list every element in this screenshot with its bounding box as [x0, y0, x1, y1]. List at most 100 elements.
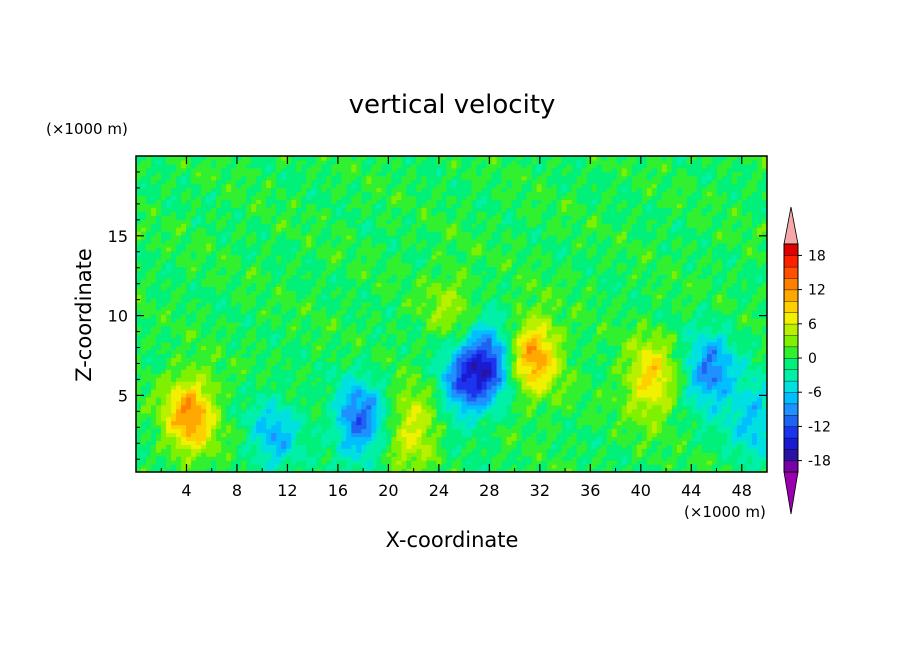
contour-cell [321, 385, 327, 390]
contour-cell [181, 369, 187, 374]
contour-cell [286, 400, 292, 406]
contour-cell [176, 325, 182, 331]
contour-cell [166, 468, 172, 472]
contour-cell [191, 420, 197, 426]
contour-cell [291, 298, 297, 303]
contour-cell [266, 314, 272, 319]
contour-cell [341, 317, 347, 323]
contour-cell [246, 337, 252, 343]
contour-cell [426, 412, 433, 418]
contour-cell [226, 353, 232, 359]
contour-cell [301, 294, 307, 299]
contour-cell [151, 290, 157, 295]
contour-cell [401, 365, 408, 370]
contour-cell [391, 266, 398, 272]
contour-cell [431, 266, 438, 272]
contour-cell [206, 333, 212, 339]
contour-cell [246, 424, 252, 430]
contour-cell [376, 156, 382, 161]
contour-cell [166, 163, 172, 169]
contour-cell [201, 156, 207, 161]
contour-cell [141, 381, 147, 386]
contour-cell [386, 231, 393, 236]
contour-cell [311, 325, 317, 331]
contour-cell [356, 349, 362, 355]
contour-cell [391, 468, 398, 472]
contour-cell [261, 353, 267, 359]
contour-cell [381, 381, 387, 386]
contour-cell [261, 187, 267, 193]
contour-cell [411, 282, 418, 287]
contour-cell [266, 207, 272, 212]
contour-cell [326, 333, 332, 339]
contour-cell [256, 448, 262, 453]
contour-cell [141, 175, 147, 181]
contour-cell [161, 199, 167, 204]
contour-cell [336, 163, 342, 169]
contour-cell [166, 242, 172, 248]
contour-cell [331, 428, 337, 434]
contour-cell [166, 175, 172, 181]
contour-cell [191, 203, 197, 208]
contour-cell [426, 310, 433, 315]
contour-cell [311, 171, 317, 177]
contour-cell [301, 460, 307, 465]
contour-cell [216, 337, 222, 343]
contour-cell [146, 203, 152, 208]
contour-cell [441, 468, 448, 472]
contour-cell [151, 314, 157, 319]
contour-cell [431, 219, 438, 224]
contour-cell [236, 250, 242, 256]
contour-cell [421, 345, 428, 351]
contour-cell [286, 282, 292, 287]
contour-cell [436, 373, 443, 378]
contour-cell [251, 203, 257, 208]
contour-cell [371, 314, 377, 319]
contour-cell [256, 353, 262, 359]
contour-cell [366, 440, 372, 445]
contour-cell [171, 325, 177, 331]
contour-cell [236, 416, 242, 422]
contour-cell [281, 416, 287, 422]
contour-cell [256, 278, 262, 283]
contour-cell [266, 404, 272, 410]
contour-cell [266, 369, 272, 374]
contour-cell [411, 456, 418, 461]
contour-cell [296, 207, 302, 212]
contour-cell [316, 317, 322, 323]
contour-cell [441, 207, 448, 212]
contour-cell [191, 396, 197, 402]
contour-cell [206, 317, 212, 323]
contour-cell [366, 428, 372, 434]
contour-cell [211, 242, 217, 248]
contour-cell [201, 270, 207, 276]
contour-cell [356, 325, 362, 331]
contour-cell [146, 420, 152, 426]
contour-cell [286, 385, 292, 390]
contour-cell [201, 258, 207, 264]
contour-cell [371, 156, 377, 161]
contour-cell [271, 227, 277, 232]
contour-cell [336, 436, 342, 441]
contour-cell [391, 183, 398, 189]
contour-cell [266, 175, 272, 181]
contour-cell [151, 231, 157, 236]
contour-cell [251, 175, 257, 181]
contour-cell [231, 254, 237, 260]
contour-cell [196, 290, 202, 295]
contour-cell [331, 333, 337, 339]
contour-cell [331, 246, 337, 252]
contour-cell [446, 393, 453, 398]
contour-cell [251, 365, 257, 370]
contour-cell [336, 183, 342, 189]
contour-cell [381, 175, 387, 181]
contour-cell [376, 238, 382, 244]
contour-cell [231, 290, 237, 295]
contour-cell [296, 290, 302, 295]
contour-cell [161, 325, 167, 331]
contour-cell [356, 183, 362, 189]
contour-cell [321, 266, 327, 272]
contour-cell [206, 353, 212, 359]
contour-cell [446, 424, 453, 430]
contour-cell [151, 393, 157, 398]
